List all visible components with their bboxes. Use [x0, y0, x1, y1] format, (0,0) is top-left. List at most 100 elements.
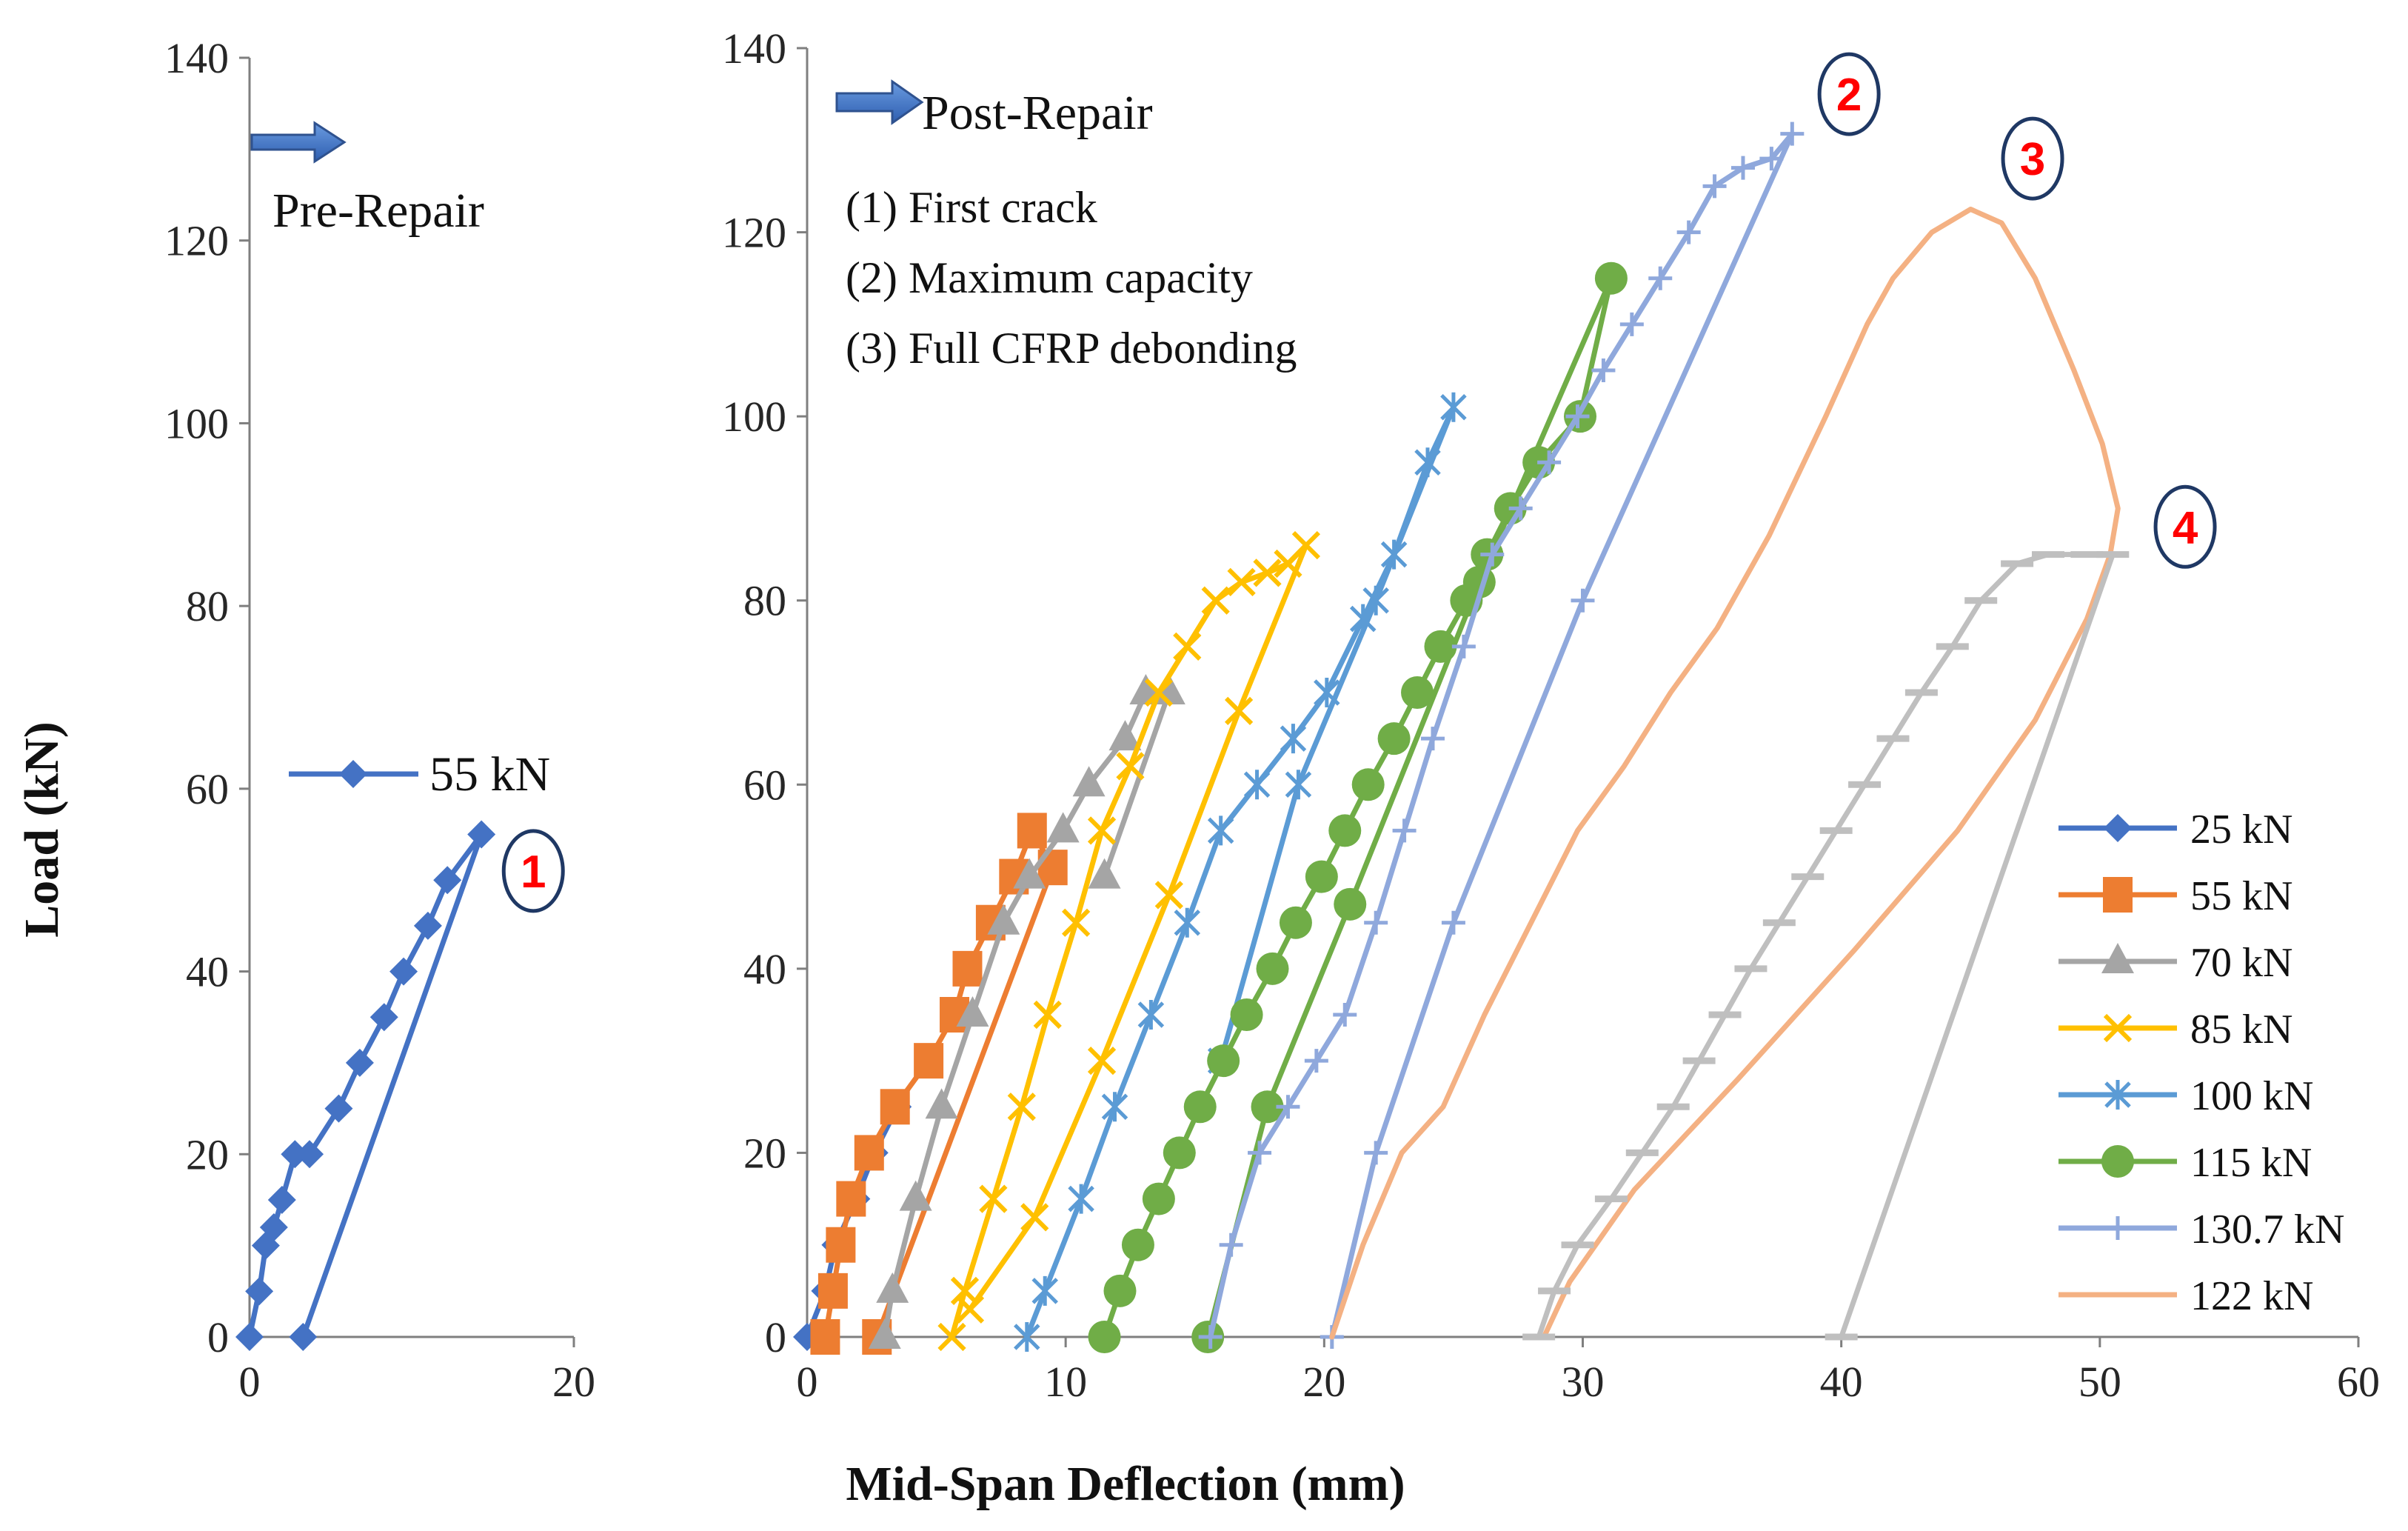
legend-label: 70 kN — [2190, 940, 2292, 986]
pre-point-55-kn — [245, 1277, 274, 1306]
post-point-85-kn — [1227, 567, 1256, 596]
post-point-115-kn — [1121, 1228, 1154, 1261]
callout-label: 1 — [521, 847, 546, 898]
post-point-130-7-kn — [1780, 121, 1805, 146]
post-point-130-7-kn — [1759, 147, 1784, 171]
post-y-tick-label: 140 — [722, 24, 786, 73]
post-point-70-kn — [925, 1088, 958, 1119]
post-x-tick-label: 30 — [1562, 1358, 1605, 1406]
post-point-130-7-kn — [1537, 450, 1562, 475]
post-point-115-kn — [1256, 952, 1289, 985]
pre-series-line-55-kn — [247, 832, 484, 1340]
x-axis-title: Mid-Span Deflection (mm) — [846, 1457, 1405, 1511]
pre-x-tick-label: 0 — [239, 1358, 261, 1406]
post-point-70-kn — [1013, 858, 1046, 889]
legend-entry-115-kn: 115 kN — [2058, 1140, 2312, 1186]
pre-y-tick-label: 20 — [186, 1130, 229, 1178]
post-point-55-kn — [836, 1181, 866, 1217]
post-point-70-kn — [876, 1272, 909, 1303]
post-point-100-kn — [1207, 815, 1234, 846]
post-point-115-kn — [1377, 722, 1411, 756]
post-point-85-kn — [955, 1295, 985, 1324]
legend-label: 130.7 kN — [2190, 1207, 2344, 1253]
post-point-115-kn — [1279, 906, 1312, 939]
post-point-70-kn — [1088, 858, 1121, 889]
post-point-55-kn — [914, 1043, 944, 1079]
post-point-85-kn — [1144, 678, 1173, 707]
post-series-85-kn — [937, 531, 1321, 1352]
post-point-100-kn — [1280, 724, 1307, 754]
legend-label: 55 kN — [2190, 873, 2292, 919]
post-point-55-kn — [810, 1319, 840, 1355]
post-point-70-kn — [868, 1318, 901, 1349]
legend-label: 115 kN — [2190, 1140, 2312, 1186]
pre-legend-entry-55-kn: 55 kN — [289, 747, 550, 801]
post-point-115-kn — [1183, 1090, 1217, 1124]
post-point-130-7-kn — [1571, 588, 1595, 613]
post-point-100-kn — [1380, 539, 1408, 570]
post-point-130-7-kn — [1420, 727, 1445, 751]
post-point-130-7-kn — [1591, 358, 1616, 382]
legend-entry-130-7-kn: 130.7 kN — [2058, 1207, 2344, 1253]
post-point-85-kn — [1033, 1000, 1062, 1030]
post-point-55-kn — [817, 1273, 848, 1309]
post-point-85-kn — [1201, 586, 1230, 615]
post-point-85-kn — [937, 1322, 966, 1352]
pre-point-55-kn — [295, 1140, 324, 1169]
post-point-100-kn — [1101, 1092, 1128, 1122]
legend-swatch-marker — [2104, 1080, 2131, 1110]
post-point-55-kn — [880, 1089, 910, 1125]
post-point-85-kn — [1087, 816, 1117, 845]
pre-repair-title: Pre-Repair — [272, 184, 484, 238]
post-point-85-kn — [1087, 1047, 1117, 1075]
post-point-85-kn — [1007, 1093, 1036, 1121]
callout-ellipse — [2001, 116, 2064, 201]
post-point-70-kn — [987, 904, 1020, 935]
pre-y-tick-label: 140 — [164, 34, 229, 82]
legend-label: 122 kN — [2190, 1273, 2313, 1319]
pre-point-55-kn — [345, 1048, 374, 1077]
post-repair-arrow-icon — [835, 79, 924, 125]
legend-entry-55-kn: 55 kN — [2058, 873, 2292, 919]
callout-ellipse — [1817, 52, 1881, 136]
post-point-115-kn — [1594, 261, 1628, 295]
post-x-tick-label: 50 — [2078, 1358, 2121, 1406]
callout-3: 3 — [2001, 116, 2064, 201]
post-series-70-kn — [868, 674, 1185, 1349]
post-series-line-115-kn — [1102, 276, 1614, 1340]
pre-y-tick-label: 60 — [186, 765, 229, 813]
post-point-70-kn — [1108, 720, 1142, 751]
pre-x-tick-label: 20 — [552, 1358, 595, 1406]
post-point-130-7-kn — [1392, 818, 1417, 843]
pre-legend-label: 55 kN — [429, 747, 550, 801]
post-point-115-kn — [1207, 1044, 1240, 1078]
post-point-70-kn — [1072, 766, 1106, 797]
post-point-70-kn — [956, 996, 989, 1027]
pre-y-tick-label: 0 — [207, 1313, 229, 1361]
post-point-115-kn — [1305, 860, 1338, 893]
post-point-130-7-kn — [1619, 312, 1644, 336]
legend-swatch-marker — [2104, 814, 2132, 842]
legend-swatch-marker — [2101, 943, 2134, 973]
pre-point-55-kn — [389, 957, 418, 986]
post-point-130-7-kn — [1441, 910, 1465, 935]
post-series-line-85-kn — [949, 542, 1309, 1340]
post-point-130-7-kn — [1333, 1003, 1357, 1027]
post-point-130-7-kn — [1648, 266, 1673, 290]
pre-series-55-kn — [235, 820, 496, 1351]
legend-entry-85-kn: 85 kN — [2058, 1007, 2292, 1053]
legend-label: 25 kN — [2190, 807, 2292, 853]
post-point-100-kn — [1349, 604, 1377, 634]
legend: 25 kN 55 kN 70 kN 85 kN 100 kN 115 kN 130.7 kN… — [2058, 807, 2344, 1319]
post-point-55-kn — [854, 1135, 884, 1171]
callout-ellipse — [501, 829, 565, 913]
post-y-tick-label: 100 — [722, 393, 786, 441]
post-point-85-kn — [1020, 1203, 1049, 1232]
post-y-tick-label: 0 — [765, 1313, 786, 1361]
post-series-122-kn — [1329, 207, 2121, 1340]
post-point-100-kn — [1285, 770, 1312, 800]
legend-entry-122-kn: 122 kN — [2058, 1273, 2313, 1319]
post-point-100-kn — [1314, 678, 1340, 707]
post-point-115-kn — [1334, 887, 1367, 921]
post-point-130-7-kn — [1276, 1095, 1300, 1119]
